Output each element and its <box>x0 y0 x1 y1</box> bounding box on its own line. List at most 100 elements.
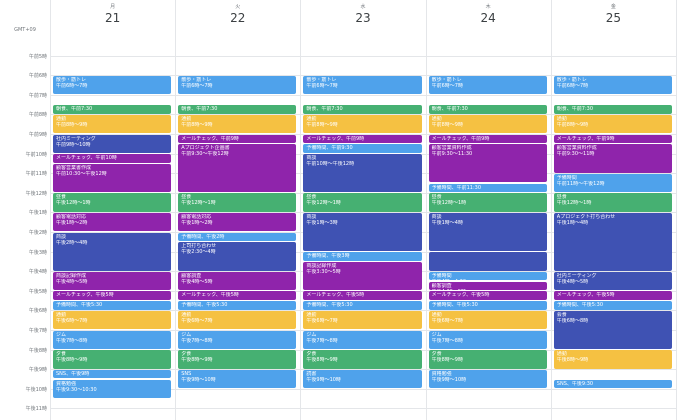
day-header-23[interactable]: 水 23 <box>300 0 425 36</box>
week-grid[interactable]: 散歩・筋トレ 午前6時～7時 朝食、午前7:30 通勤 午前8時～9時 社内ミーティング午… <box>50 0 677 420</box>
calendar-event[interactable]: メールチェック、午後5時 <box>428 291 547 301</box>
calendar-event[interactable]: 通勤 午後6時～7時 <box>428 310 547 330</box>
calendar-event[interactable]: SNS、午後9時 <box>53 369 172 379</box>
calendar-event[interactable]: 顧客調査 午後4時～5時 <box>178 271 297 291</box>
calendar-event[interactable]: 通勤 午後6時～7時 <box>178 310 297 330</box>
calendar-event[interactable]: Aプロジェクト打ち合わせ 午後1時～4時 <box>553 212 672 271</box>
day-header-25[interactable]: 金 25 <box>551 0 676 36</box>
day-number[interactable]: 21 <box>104 11 121 25</box>
calendar-event[interactable]: 予備時間、午後5:30 <box>428 301 547 310</box>
calendar-event[interactable]: 予備時間、午後5:30 <box>53 301 172 310</box>
calendar-event[interactable]: 予備時間 午前11時～午後12時 <box>553 173 672 193</box>
calendar-event[interactable]: 昼食 午後12時～1時 <box>53 193 172 212</box>
calendar-event[interactable]: 予備時間、午後2時 <box>178 232 297 242</box>
calendar-event[interactable]: 商談記録作成 午後4時～5時 <box>53 271 172 291</box>
calendar-event[interactable]: 散歩・筋トレ 午前6時～7時 <box>303 75 422 95</box>
calendar-event[interactable] <box>428 252 547 271</box>
event-title: ジム <box>56 331 67 338</box>
calendar-event[interactable]: 社内ミーティング 午前9時～10時 <box>53 134 172 154</box>
calendar-event[interactable]: ジム 午後7時～8時 <box>428 330 547 350</box>
calendar-event[interactable]: 通勤 午後6時～7時 <box>303 310 422 330</box>
calendar-event[interactable]: 朝食、午前7:30 <box>53 105 172 114</box>
calendar-event[interactable]: 通勤 午後6時～7時 <box>53 310 172 330</box>
calendar-event[interactable]: 通勤 午前8時～9時 <box>53 114 172 134</box>
calendar-event[interactable]: 散歩・筋トレ 午前6時～7時 <box>428 75 547 95</box>
calendar-event[interactable]: メールチェック、午前9時 <box>303 134 422 144</box>
calendar-event[interactable]: 昼食 午後12時～1時 <box>178 193 297 212</box>
event-time: 午後7時～8時 <box>56 337 88 344</box>
calendar-event[interactable]: 顧客営業資料作成 午前9:30～11:30 <box>428 144 547 183</box>
calendar-event[interactable]: メールチェック、午前10時 <box>53 154 172 163</box>
hour-gridline <box>50 408 676 410</box>
day-header-22[interactable]: 火 22 <box>175 0 300 36</box>
calendar-event[interactable]: 顧客電話対応 午後1時～2時 <box>53 212 172 232</box>
calendar-event[interactable]: 会食 午後6時～8時 <box>553 310 672 350</box>
day-number[interactable]: 22 <box>230 11 246 25</box>
calendar-event[interactable]: 予備時間、午前9:30 <box>303 144 422 154</box>
calendar-event[interactable]: ジム 午後7時～8時 <box>303 330 422 350</box>
calendar-event[interactable]: SNS、午後9:30 <box>553 379 672 389</box>
calendar-event[interactable]: Aプロジェクト企画書 午前9:30～午後12時 <box>178 144 297 193</box>
calendar-event[interactable]: 商談 午後2時～4時 <box>53 232 172 271</box>
event-title: 散歩・筋トレ <box>556 76 587 83</box>
calendar-event[interactable]: 朝食、午前7:30 <box>428 105 547 114</box>
calendar-event[interactable]: メールチェック、午前9時 <box>428 134 547 144</box>
calendar-event[interactable]: メールチェック、午後5時 <box>53 291 172 301</box>
day-number[interactable]: 23 <box>355 11 371 25</box>
calendar-event[interactable]: ジム 午後7時～8時 <box>178 330 297 350</box>
calendar-event[interactable]: メールチェック、午前9時 <box>553 134 672 144</box>
calendar-event[interactable]: 朝食、午前7:30 <box>178 105 297 114</box>
calendar-event[interactable]: 昼食 午後12時～1時 <box>553 193 672 212</box>
calendar-event[interactable]: 散歩・筋トレ 午前6時～7時 <box>553 75 672 95</box>
calendar-event[interactable]: 夕食 午後8時～9時 <box>428 350 547 369</box>
calendar-event[interactable]: 読書 午後9時～10時 <box>303 369 422 389</box>
day-number[interactable]: 24 <box>480 11 496 25</box>
calendar-event[interactable]: SNS 午後9時～10時 <box>178 369 297 389</box>
calendar-event[interactable]: 予備時間、午後3時 <box>303 252 422 261</box>
calendar-event[interactable]: ジム 午後7時～8時 <box>53 330 172 350</box>
calendar-event[interactable]: 夕食 午後8時～9時 <box>303 350 422 369</box>
calendar-event[interactable]: 商談記録作成 午後3:30～5時 <box>303 261 422 291</box>
calendar-event[interactable]: 散歩・筋トレ 午前6時～7時 <box>178 75 297 95</box>
calendar-event[interactable]: メールチェック、午後5時 <box>553 291 672 301</box>
calendar-event[interactable]: 昼食 午後12時～1時 <box>303 193 422 212</box>
event-time: 午後4時～5時 <box>181 278 213 285</box>
calendar-event[interactable]: メールチェック、午後5時 <box>303 291 422 301</box>
calendar-event[interactable]: 予備時間、午前11:30 <box>428 183 547 193</box>
calendar-event[interactable]: 顧客電話対応 午後1時～2時 <box>178 212 297 232</box>
calendar-event[interactable]: 通勤 午前8時～9時 <box>428 114 547 134</box>
calendar-event[interactable]: 通勤 午後8時～9時 <box>553 350 672 369</box>
calendar-event[interactable]: メールチェック、午後5時 <box>178 291 297 301</box>
calendar-event[interactable]: 予備時間午後4時～4:30 <box>428 271 547 281</box>
calendar-event[interactable]: 朝食、午前7:30 <box>553 105 672 114</box>
calendar-event[interactable]: 夕食 午後8時～9時 <box>53 350 172 369</box>
day-number[interactable]: 25 <box>605 11 622 25</box>
day-header-21[interactable]: 月 21 <box>50 0 175 36</box>
day-header-24[interactable]: 木 24 <box>426 0 551 36</box>
calendar-event[interactable]: 顧客営業資料作成 午前9:30～11時 <box>553 144 672 173</box>
calendar-event[interactable]: 予備時間、午後5:30 <box>178 301 297 310</box>
calendar-event[interactable]: 通勤 午前8時～9時 <box>303 114 422 134</box>
event-time: 午後9時～10時 <box>181 376 216 383</box>
calendar-event[interactable]: メールチェック、午前9時 <box>178 134 297 144</box>
calendar-event[interactable]: 商談 午後1時～4時 <box>428 212 547 252</box>
calendar-event[interactable]: 資格勉強 午後9:30～10:30 <box>53 379 172 399</box>
calendar-event[interactable]: 商談 午前10時～午後12時 <box>303 154 422 193</box>
calendar-event[interactable]: 商談 午後1時～3時 <box>303 212 422 252</box>
calendar-event[interactable]: 上司打ち合わせ 午後2:30～4時 <box>178 242 297 271</box>
calendar-event[interactable]: 昼食 午後12時～1時 <box>428 193 547 212</box>
calendar-event[interactable]: 顧客営業書作成 午前10:30～午後12時 <box>53 163 172 193</box>
event-title: SNS <box>181 370 192 377</box>
calendar-event[interactable]: 予備時間、午後5:30 <box>303 301 422 310</box>
event-time: 午前9時～10時 <box>56 141 91 148</box>
calendar-event[interactable]: 通勤 午前8時～9時 <box>553 114 672 134</box>
calendar-event[interactable]: 朝食、午前7:30 <box>303 105 422 114</box>
calendar-event[interactable]: 社内ミーティング 午後4時～5時 <box>553 271 672 291</box>
calendar-event[interactable]: 通勤 午前8時～9時 <box>178 114 297 134</box>
calendar-event[interactable]: 夕食 午後8時～9時 <box>178 350 297 369</box>
calendar-event[interactable]: 散歩・筋トレ 午前6時～7時 <box>53 75 172 95</box>
event-title: 昼食 <box>181 194 192 201</box>
calendar-event[interactable]: 資格勉強 午後9時～10時 <box>428 369 547 389</box>
calendar-event[interactable]: 予備時間、午後5:30 <box>553 301 672 310</box>
